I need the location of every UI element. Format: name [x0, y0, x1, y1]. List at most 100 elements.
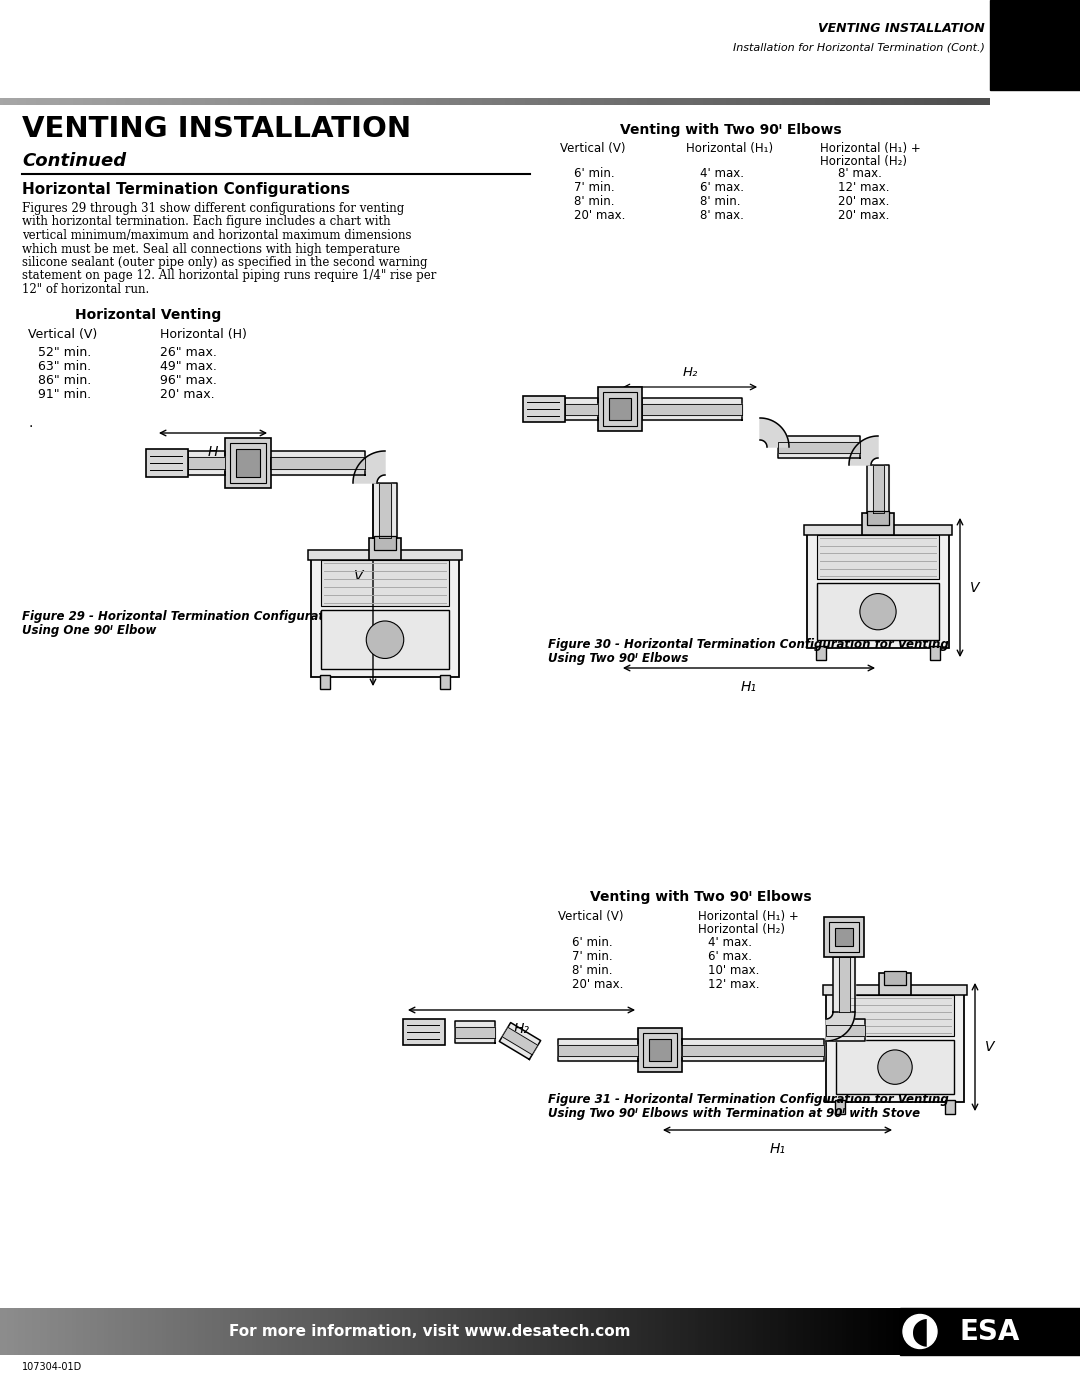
Bar [602, 1308, 605, 1355]
Bar [886, 1308, 890, 1355]
Bar [640, 98, 644, 105]
Bar [645, 1308, 648, 1355]
Bar [403, 1018, 445, 1045]
Bar [175, 98, 178, 105]
Bar [191, 98, 195, 105]
Bar [788, 1308, 793, 1355]
Bar [393, 98, 396, 105]
Bar [416, 98, 420, 105]
Text: V: V [985, 1039, 995, 1053]
Bar [247, 98, 252, 105]
Bar [228, 98, 231, 105]
Bar [885, 98, 888, 105]
Bar [332, 1308, 335, 1355]
Bar [191, 1308, 194, 1355]
Bar [522, 98, 525, 105]
Bar [651, 1308, 656, 1355]
Bar [796, 1308, 799, 1355]
Bar [610, 98, 615, 105]
Bar [273, 1308, 278, 1355]
Bar [495, 98, 499, 105]
Bar [360, 98, 364, 105]
Bar [421, 1308, 426, 1355]
Bar [512, 98, 515, 105]
Bar [133, 1308, 137, 1355]
Text: vertical minimum/maximum and horizontal maximum dimensions: vertical minimum/maximum and horizontal … [22, 229, 411, 242]
Bar [366, 98, 370, 105]
Polygon shape [867, 465, 889, 513]
Bar [254, 98, 258, 105]
Bar [410, 1308, 415, 1355]
Text: Venting with Two 90ᴵ Elbows: Venting with Two 90ᴵ Elbows [590, 890, 812, 904]
Bar [406, 98, 409, 105]
Bar [215, 98, 218, 105]
Bar [851, 98, 855, 105]
Bar [396, 1308, 400, 1355]
Bar [219, 1308, 224, 1355]
Bar [85, 98, 90, 105]
Bar [369, 98, 374, 105]
Bar [647, 98, 650, 105]
Bar [867, 511, 889, 525]
Bar [50, 98, 53, 105]
Bar [79, 98, 83, 105]
Bar [518, 98, 522, 105]
Text: Horizontal (H): Horizontal (H) [160, 328, 247, 341]
Bar [578, 98, 581, 105]
Text: Vertical (V): Vertical (V) [28, 328, 97, 341]
Bar [816, 584, 939, 640]
Bar [807, 1308, 810, 1355]
Bar [36, 1308, 40, 1355]
Polygon shape [373, 483, 397, 538]
Bar [403, 1308, 407, 1355]
Bar [856, 1308, 861, 1355]
Bar [475, 1308, 480, 1355]
Bar [79, 1308, 83, 1355]
Bar [414, 1308, 418, 1355]
Bar [684, 1308, 688, 1355]
Bar [237, 448, 260, 476]
Bar [0, 1308, 4, 1355]
Bar [159, 1308, 162, 1355]
Text: 8' min.: 8' min. [700, 196, 741, 208]
Text: 49" max.: 49" max. [160, 360, 217, 373]
Bar [813, 1308, 818, 1355]
Bar [442, 98, 446, 105]
Bar [170, 1308, 173, 1355]
Bar [531, 98, 535, 105]
Text: Venting with Two 90ᴵ Elbows: Venting with Two 90ᴵ Elbows [620, 123, 841, 137]
Bar [478, 98, 483, 105]
Bar [122, 1308, 126, 1355]
Bar [575, 98, 578, 105]
Bar [816, 645, 826, 659]
Bar [94, 1308, 97, 1355]
Bar [723, 98, 727, 105]
Text: Figure 31 - Horizontal Termination Configuration for Venting: Figure 31 - Horizontal Termination Confi… [548, 1092, 948, 1106]
Bar [76, 98, 80, 105]
Bar [931, 98, 934, 105]
Bar [581, 98, 584, 105]
Bar [165, 98, 168, 105]
Bar [353, 1308, 356, 1355]
Bar [347, 98, 350, 105]
Bar [82, 98, 86, 105]
Bar [446, 98, 449, 105]
Bar [620, 98, 624, 105]
Bar [657, 98, 661, 105]
Bar [230, 443, 266, 483]
Bar [679, 98, 684, 105]
Bar [149, 98, 152, 105]
Bar [320, 675, 330, 689]
Polygon shape [353, 451, 384, 483]
Bar [53, 98, 56, 105]
Bar [364, 1308, 367, 1355]
Bar [154, 1308, 159, 1355]
Bar [981, 98, 984, 105]
Bar [538, 98, 542, 105]
Bar [591, 1308, 594, 1355]
Bar [335, 1308, 339, 1355]
Text: Horizontal (H₁): Horizontal (H₁) [686, 142, 773, 155]
Text: Horizontal (H₂): Horizontal (H₂) [698, 923, 785, 936]
Bar [227, 1308, 231, 1355]
Bar [753, 1308, 756, 1355]
